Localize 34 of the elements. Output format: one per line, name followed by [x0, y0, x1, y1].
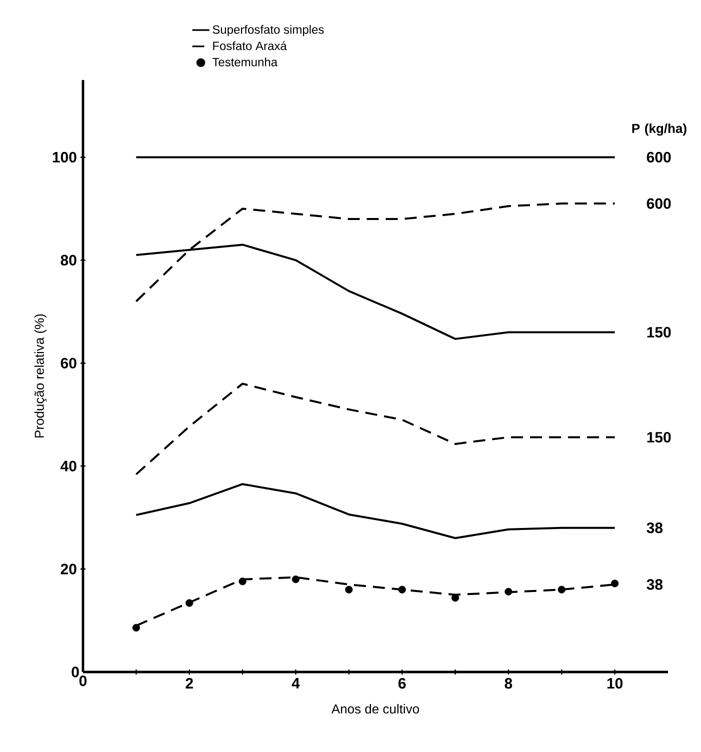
annotation: P (kg/ha)	[632, 123, 686, 136]
point	[186, 599, 194, 607]
annotation: 38	[646, 579, 663, 590]
x-tick-label: 0	[79, 676, 87, 686]
y-tick-label: 40	[60, 460, 76, 472]
point	[398, 586, 406, 594]
annotation: 38	[646, 522, 663, 534]
x-tick-label: 8	[504, 678, 512, 689]
x-axis-title: Anos de cultivo	[331, 704, 420, 714]
legend-label: Fosfato Araxá	[213, 41, 287, 50]
annotation: 600	[646, 152, 671, 163]
point	[504, 588, 512, 596]
point	[292, 576, 300, 584]
annotation: 150	[647, 326, 671, 338]
point	[558, 586, 566, 594]
legend-label: Testemunha	[212, 58, 278, 66]
point	[611, 580, 619, 588]
y-axis-title: Produção relativa (%)	[34, 314, 47, 438]
annotation: 150	[647, 432, 671, 443]
annotation: 600	[646, 198, 671, 209]
y-tick-label: 80	[60, 254, 76, 266]
legend-label: Superfosfato simples	[212, 25, 324, 36]
y-tick-label: 0	[72, 666, 79, 678]
y-tick-label: 100	[52, 152, 76, 163]
line-series	[135, 483, 616, 540]
x-tick-label: 2	[186, 678, 193, 688]
x-tick-label: 10	[607, 678, 623, 689]
y-tick-label: 60	[60, 358, 76, 368]
x-tick-label: 6	[398, 678, 406, 689]
point	[345, 586, 353, 594]
y-tick-label: 20	[60, 564, 76, 574]
x-tick-label: 4	[292, 678, 300, 688]
point	[132, 624, 140, 632]
point	[238, 578, 246, 586]
